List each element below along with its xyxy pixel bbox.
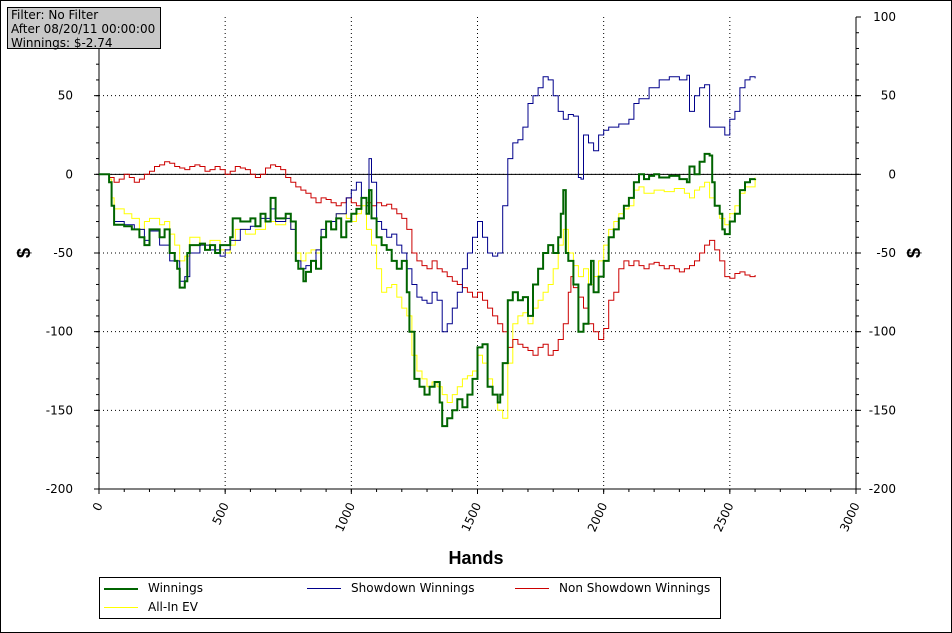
y-tick-label-right: 100 bbox=[873, 10, 896, 24]
winnings-text: Winnings: $-2.74 bbox=[11, 36, 113, 50]
filter-text: Filter: No Filter bbox=[11, 8, 99, 22]
x-tick-label: 3000 bbox=[837, 500, 863, 534]
axes: 100100505000-50-50-100-100-150-150-200-2… bbox=[46, 10, 896, 534]
y-tick-label-right: -100 bbox=[869, 325, 896, 339]
legend-label-all-in-ev: All-In EV bbox=[148, 600, 198, 614]
y-tick-label-left: 0 bbox=[65, 167, 73, 181]
x-tick-label: 1000 bbox=[332, 500, 358, 534]
series-line-showdown-winnings bbox=[99, 74, 756, 333]
info-box: Filter: No Filter After 08/20/11 00:00:0… bbox=[7, 7, 161, 50]
y-tick-label-right: -50 bbox=[876, 246, 896, 260]
x-tick-label: 0 bbox=[90, 500, 106, 513]
legend-label-non-showdown-winnings: Non Showdown Winnings bbox=[559, 581, 711, 595]
y-axis-title-left: $ bbox=[14, 248, 34, 258]
y-tick-label-right: -150 bbox=[869, 403, 896, 417]
x-tick-label: 2000 bbox=[585, 500, 611, 534]
date-text: After 08/20/11 00:00:00 bbox=[11, 22, 156, 36]
series-line-all-in-ev bbox=[99, 173, 756, 419]
series-line-non-showdown-winnings bbox=[99, 161, 756, 356]
x-tick-label: 500 bbox=[210, 500, 232, 527]
x-tick-label: 2500 bbox=[711, 500, 737, 534]
y-axis-title-right: $ bbox=[904, 248, 924, 258]
y-tick-label-left: 50 bbox=[58, 89, 73, 103]
y-tick-label-right: -200 bbox=[869, 482, 896, 496]
series-line-winnings bbox=[99, 152, 757, 428]
legend-label-winnings: Winnings bbox=[148, 581, 203, 595]
legend-label-showdown-winnings: Showdown Winnings bbox=[351, 581, 475, 595]
y-tick-label-right: 0 bbox=[888, 167, 896, 181]
y-tick-label-left: -50 bbox=[53, 246, 73, 260]
x-axis-title: Hands bbox=[448, 548, 503, 568]
legend-swatch-winnings bbox=[104, 588, 138, 590]
y-tick-label-right: 50 bbox=[881, 89, 896, 103]
legend-swatch-non-showdown-winnings bbox=[515, 588, 549, 589]
legend: Winnings Showdown Winnings Non Showdown … bbox=[99, 577, 721, 619]
y-tick-label-left: -150 bbox=[46, 403, 73, 417]
legend-swatch-showdown-winnings bbox=[307, 588, 341, 589]
y-tick-label-left: -200 bbox=[46, 482, 73, 496]
y-tick-label-left: -100 bbox=[46, 325, 73, 339]
x-tick-label: 1500 bbox=[459, 500, 485, 534]
series-group bbox=[99, 74, 757, 428]
legend-swatch-all-in-ev bbox=[104, 607, 138, 608]
